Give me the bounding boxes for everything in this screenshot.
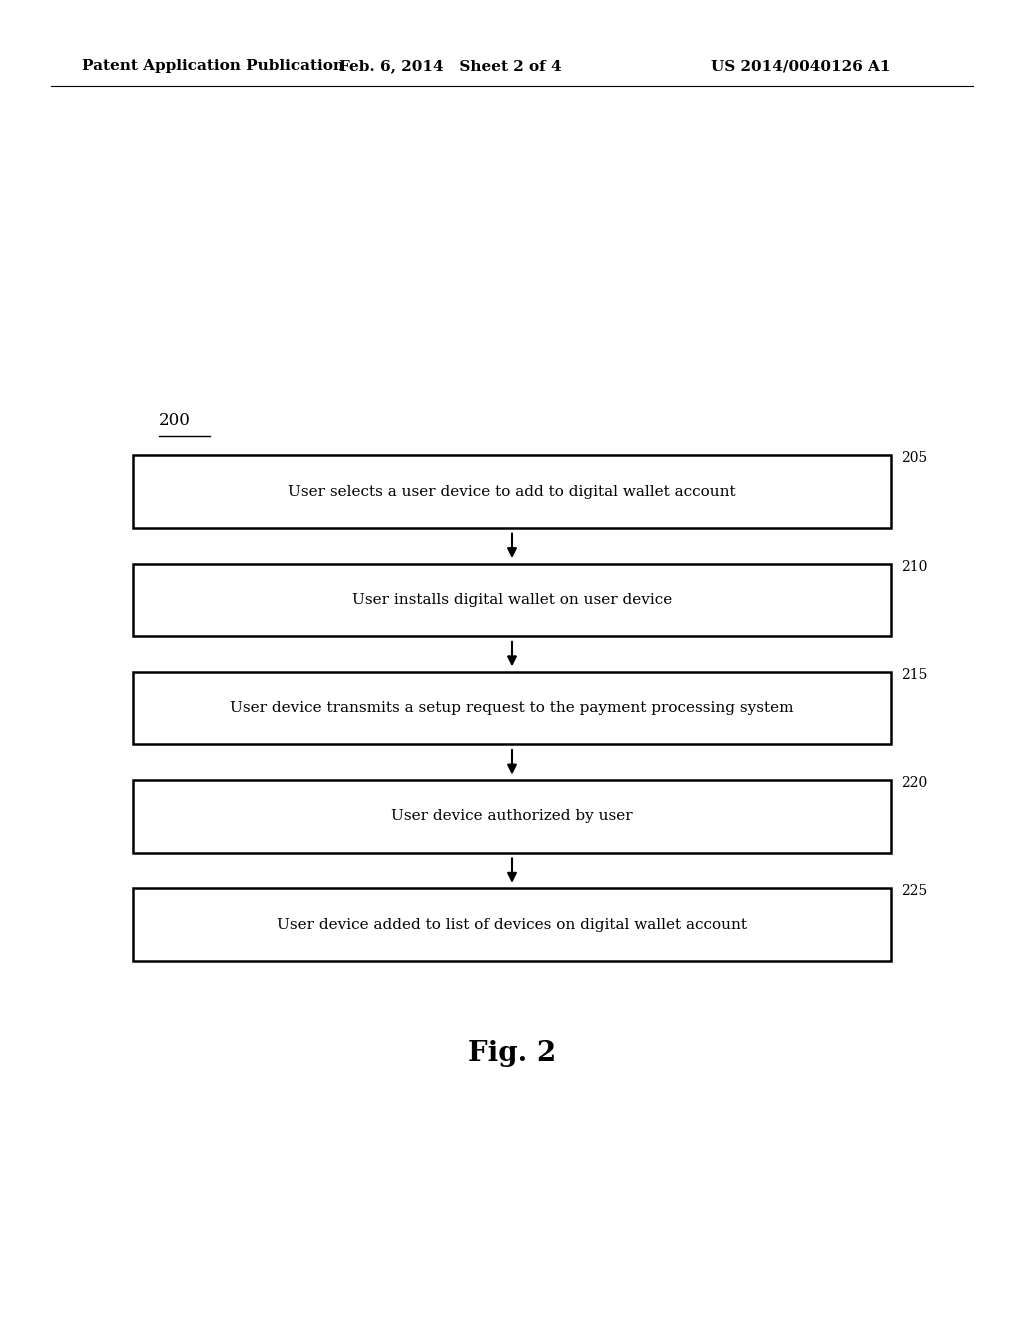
Text: 210: 210 bbox=[901, 560, 928, 574]
Text: User device added to list of devices on digital wallet account: User device added to list of devices on … bbox=[278, 917, 746, 932]
Text: Fig. 2: Fig. 2 bbox=[468, 1040, 556, 1067]
Text: User selects a user device to add to digital wallet account: User selects a user device to add to dig… bbox=[288, 484, 736, 499]
FancyBboxPatch shape bbox=[133, 672, 891, 744]
FancyBboxPatch shape bbox=[133, 780, 891, 853]
FancyBboxPatch shape bbox=[133, 564, 891, 636]
FancyBboxPatch shape bbox=[133, 888, 891, 961]
Text: User device authorized by user: User device authorized by user bbox=[391, 809, 633, 824]
Text: 200: 200 bbox=[159, 412, 190, 429]
Text: US 2014/0040126 A1: US 2014/0040126 A1 bbox=[712, 59, 891, 74]
Text: User installs digital wallet on user device: User installs digital wallet on user dev… bbox=[352, 593, 672, 607]
Text: 215: 215 bbox=[901, 668, 928, 682]
Text: Patent Application Publication: Patent Application Publication bbox=[82, 59, 344, 74]
Text: 225: 225 bbox=[901, 884, 928, 899]
FancyBboxPatch shape bbox=[133, 455, 891, 528]
Text: 220: 220 bbox=[901, 776, 928, 791]
Text: User device transmits a setup request to the payment processing system: User device transmits a setup request to… bbox=[230, 701, 794, 715]
Text: Feb. 6, 2014   Sheet 2 of 4: Feb. 6, 2014 Sheet 2 of 4 bbox=[339, 59, 562, 74]
Text: 205: 205 bbox=[901, 451, 928, 466]
